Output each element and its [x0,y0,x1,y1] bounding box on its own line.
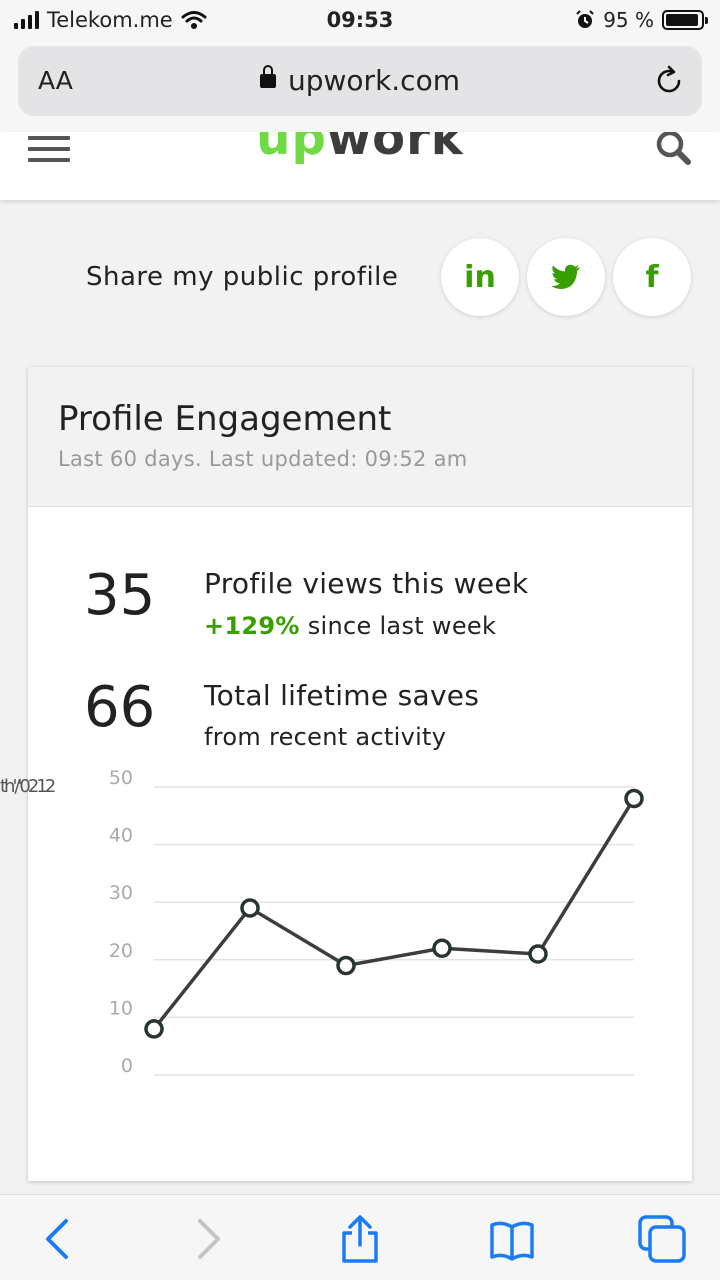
battery-percent: 95 % [603,8,654,32]
twitter-icon [551,264,580,289]
lock-icon [260,65,276,88]
chart-tooltip-fragment: th'/'0212 [0,776,56,797]
card-header: Profile Engagement Last 60 days. Last up… [28,367,692,507]
saves-count: 66 [84,675,156,740]
card-subtitle: Last 60 days. Last updated: 09:52 am [58,447,468,471]
y-tick-label: 0 [121,1055,133,1077]
data-point [528,944,548,964]
status-time: 09:53 [326,8,394,32]
saves-sub: from recent activity [204,723,447,751]
card-title: Profile Engagement [58,399,392,439]
url-display[interactable]: upwork.com [18,64,702,97]
twitter-share-button[interactable] [527,238,605,316]
alarm-icon [576,10,594,28]
data-point [240,898,260,918]
status-bar: Telekom.me 09:53 95 % [0,0,720,42]
facebook-share-button[interactable]: f [613,238,691,316]
linkedin-icon: in [464,259,496,295]
upwork-logo[interactable]: upwork [256,132,464,166]
carrier-label: Telekom.me [47,8,173,32]
y-tick-label: 40 [109,825,133,847]
data-point [336,955,356,976]
battery-group: 95 % [575,8,708,32]
data-point [144,1019,164,1039]
views-label: Profile views this week [204,567,529,600]
back-icon[interactable] [34,1215,82,1263]
wifi-icon [181,11,207,29]
views-count: 35 [84,563,156,628]
share-icon[interactable] [336,1215,384,1263]
forward-icon[interactable] [184,1215,232,1263]
bookmarks-icon[interactable] [488,1215,536,1263]
y-tick-label: 20 [109,940,133,962]
browser-toolbar [0,1194,720,1280]
reload-icon[interactable] [652,64,686,98]
url-text: upwork.com [288,64,460,97]
signal-icon [14,11,39,29]
site-header: upwork [0,132,720,200]
battery-icon [662,10,708,30]
saves-label: Total lifetime saves [204,679,480,712]
carrier-group: Telekom.me [14,8,207,32]
linkedin-share-button[interactable]: in [441,238,519,316]
y-tick-label: 30 [109,882,133,904]
menu-icon[interactable] [28,136,70,166]
data-point [432,938,452,959]
facebook-icon: f [645,259,659,295]
search-icon[interactable] [654,132,694,172]
data-point [624,788,644,809]
views-change-percent: +129% [204,612,300,640]
y-tick-label: 50 [109,767,133,789]
profile-engagement-card: Profile Engagement Last 60 days. Last up… [28,367,692,1181]
text-size-button[interactable]: AA [38,66,73,95]
series-line [152,797,636,1031]
share-label: Share my public profile [86,262,399,292]
y-tick-label: 10 [109,997,133,1019]
tabs-icon[interactable] [638,1215,686,1263]
views-change: +129% since last week [204,612,496,640]
engagement-chart: 0 10 20 30 40 50 [109,767,644,1077]
address-bar[interactable]: AA upwork.com [18,46,702,116]
text-size-label: AA [38,66,73,95]
browser-chrome: AA upwork.com [0,42,720,132]
views-change-suffix: since last week [299,612,497,640]
